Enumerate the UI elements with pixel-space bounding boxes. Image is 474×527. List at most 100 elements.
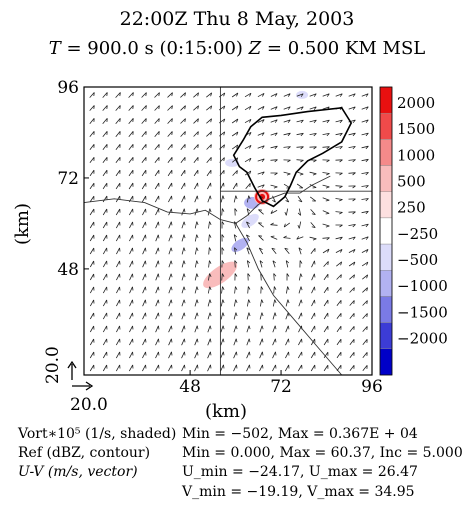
wind-vector bbox=[335, 236, 343, 241]
wind-vector bbox=[233, 312, 238, 320]
wind-vector bbox=[89, 286, 95, 294]
wind-vector bbox=[102, 118, 108, 124]
wind-vector bbox=[362, 300, 368, 306]
wind-vector bbox=[89, 182, 95, 190]
wind-vector bbox=[335, 119, 343, 124]
wind-vector bbox=[233, 351, 238, 359]
wind-vector bbox=[115, 338, 121, 346]
wind-vector bbox=[297, 351, 303, 359]
wind-vector bbox=[362, 274, 369, 280]
wind-vector bbox=[102, 182, 108, 190]
wind-vector bbox=[257, 184, 265, 188]
wind-vector bbox=[116, 286, 121, 294]
wind-vector bbox=[142, 364, 147, 372]
wind-vector bbox=[311, 260, 316, 268]
wind-vector bbox=[335, 185, 343, 189]
wind-vector bbox=[270, 235, 278, 240]
wind-vector bbox=[309, 119, 317, 124]
wind-vector bbox=[349, 364, 355, 372]
colorbar-label: −2000 bbox=[397, 330, 448, 348]
wind-vector bbox=[193, 118, 199, 124]
wind-vector bbox=[259, 260, 264, 268]
wind-vector bbox=[142, 221, 147, 229]
wind-vector bbox=[141, 182, 147, 190]
wind-vector bbox=[335, 132, 343, 137]
wind-vector bbox=[129, 221, 134, 229]
wind-vector bbox=[128, 118, 134, 124]
wind-vector bbox=[155, 351, 160, 359]
map-lines bbox=[83, 87, 372, 376]
wind-vector bbox=[259, 312, 264, 320]
y-tick-label: 72 bbox=[57, 169, 79, 189]
wind-vector bbox=[208, 273, 212, 281]
wind-vector bbox=[115, 208, 121, 216]
wind-vector bbox=[231, 131, 239, 137]
wind-vector bbox=[335, 172, 343, 176]
wind-vector bbox=[141, 92, 147, 98]
wind-vector bbox=[348, 132, 356, 137]
wind-vector bbox=[89, 221, 95, 229]
wind-vector bbox=[102, 195, 108, 203]
wind-vector bbox=[348, 261, 356, 267]
colorbar-swatch bbox=[379, 112, 393, 140]
wind-vector bbox=[323, 338, 329, 346]
wind-vector bbox=[361, 185, 369, 189]
wind-vector bbox=[362, 365, 368, 371]
wind-vector bbox=[348, 106, 356, 110]
wind-vector bbox=[155, 247, 160, 255]
wind-vector bbox=[220, 338, 225, 346]
z-value: = 0.500 KM MSL bbox=[261, 38, 426, 59]
wind-vector bbox=[311, 286, 316, 294]
wind-vector bbox=[194, 234, 199, 242]
wind-vector bbox=[155, 208, 160, 216]
wind-vector bbox=[260, 286, 264, 294]
wind-vector bbox=[322, 119, 330, 124]
footer-vort-label: Vort∗10⁵ (1/s, shaded) bbox=[18, 426, 177, 442]
colorbar-swatch bbox=[379, 165, 393, 192]
wind-vector bbox=[167, 92, 173, 98]
chart-title-params: T = 900.0 s (0:15:00) Z = 0.500 KM MSL bbox=[0, 38, 474, 59]
wind-vector bbox=[102, 92, 108, 98]
colorbar-label: −250 bbox=[397, 225, 438, 243]
wind-vector bbox=[115, 351, 121, 359]
wind-vector bbox=[181, 286, 186, 294]
wind-vector bbox=[335, 146, 343, 150]
wind-vector bbox=[115, 105, 121, 111]
wind-vector bbox=[246, 260, 251, 268]
wind-vector bbox=[273, 286, 277, 294]
wind-vector bbox=[194, 195, 199, 203]
wind-vector bbox=[220, 325, 225, 333]
wind-vector bbox=[348, 93, 356, 97]
wind-vector bbox=[142, 208, 147, 216]
wind-vector bbox=[348, 172, 356, 176]
wind-vector bbox=[181, 312, 186, 320]
wind-vector bbox=[208, 221, 212, 229]
wind-vector bbox=[154, 92, 160, 98]
wind-vector bbox=[322, 159, 330, 163]
wind-vector bbox=[89, 118, 95, 124]
wind-vector bbox=[259, 338, 264, 346]
wind-vectors bbox=[89, 92, 369, 372]
wind-vector bbox=[257, 132, 265, 136]
wind-vector bbox=[180, 156, 186, 164]
colorbar-swatch bbox=[379, 243, 393, 271]
wind-vector bbox=[247, 286, 251, 294]
wind-vector bbox=[336, 338, 342, 346]
wind-vector bbox=[296, 171, 304, 176]
wind-vector bbox=[102, 260, 108, 268]
wind-vector bbox=[285, 260, 290, 268]
colorbar-swatch bbox=[379, 217, 393, 245]
wind-vector bbox=[349, 326, 355, 332]
wind-vector bbox=[245, 183, 251, 189]
wind-vector bbox=[231, 118, 239, 124]
wind-vector bbox=[221, 208, 225, 216]
wind-vector bbox=[142, 234, 147, 242]
colorbar-frame bbox=[379, 86, 393, 376]
wind-vector bbox=[311, 273, 316, 281]
wind-vector bbox=[168, 299, 173, 307]
wind-vector bbox=[167, 131, 173, 137]
wind-vector bbox=[335, 224, 343, 228]
colorbar-swatch bbox=[379, 139, 393, 166]
wind-vector bbox=[193, 105, 199, 111]
wind-vector bbox=[362, 339, 368, 345]
